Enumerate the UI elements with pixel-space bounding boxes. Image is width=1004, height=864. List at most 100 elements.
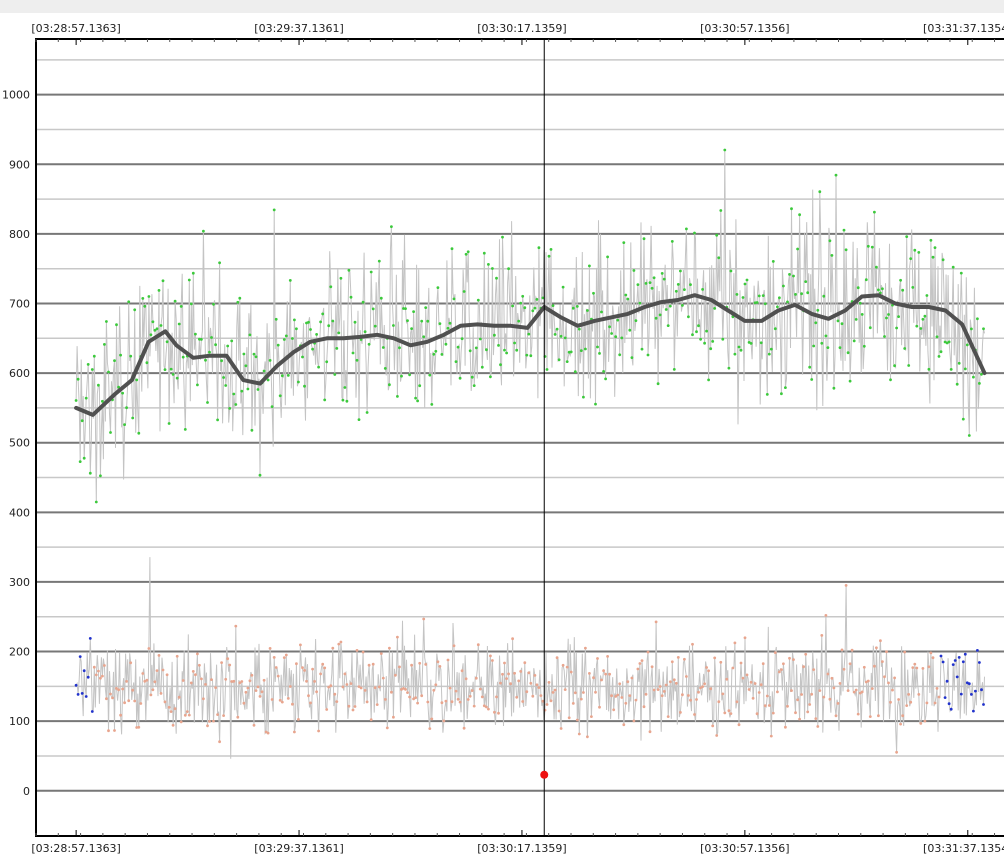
raw-upper-point bbox=[870, 245, 874, 249]
raw-lower-point bbox=[569, 670, 573, 674]
raw-lower-point bbox=[503, 661, 506, 665]
raw-upper-point bbox=[782, 284, 785, 288]
raw-lower-point bbox=[383, 698, 387, 701]
raw-lower-point bbox=[282, 656, 286, 659]
raw-lower-point bbox=[379, 652, 383, 655]
raw-lower-point bbox=[545, 703, 549, 706]
raw-upper-point bbox=[899, 278, 902, 282]
raw-lower-point bbox=[274, 666, 278, 669]
raw-upper-point bbox=[976, 317, 979, 321]
raw-lower-point bbox=[485, 705, 488, 709]
raw-upper-point bbox=[489, 375, 492, 379]
raw-upper-point bbox=[967, 434, 971, 437]
raw-lower-point bbox=[739, 661, 743, 665]
raw-lower-point bbox=[644, 692, 648, 696]
raw-lower-point bbox=[208, 720, 211, 723]
raw-upper-point bbox=[889, 378, 892, 382]
raw-upper-point bbox=[238, 296, 242, 300]
raw-edge-point bbox=[949, 707, 953, 711]
raw-lower-point bbox=[800, 693, 803, 696]
raw-lower-point bbox=[737, 723, 741, 727]
raw-upper-point bbox=[476, 298, 480, 302]
raw-upper-point bbox=[830, 254, 834, 257]
raw-upper-point bbox=[109, 431, 112, 434]
raw-upper-point bbox=[814, 321, 818, 325]
raw-upper-point bbox=[555, 327, 559, 331]
raw-lower-point bbox=[618, 682, 622, 686]
raw-upper-point bbox=[196, 383, 199, 387]
raw-upper-point bbox=[644, 282, 648, 285]
raw-lower-point bbox=[482, 704, 486, 708]
raw-upper-point bbox=[167, 422, 171, 425]
raw-lower-point bbox=[141, 672, 145, 675]
raw-upper-point bbox=[800, 292, 803, 296]
raw-lower-point bbox=[507, 672, 510, 676]
raw-series bbox=[74, 148, 985, 759]
raw-upper-point bbox=[575, 305, 579, 308]
raw-lower-point bbox=[157, 654, 161, 657]
raw-upper-point bbox=[293, 318, 296, 322]
raw-upper-point bbox=[771, 260, 775, 263]
raw-lower-point bbox=[820, 634, 824, 637]
raw-upper-point bbox=[400, 374, 403, 378]
raw-upper-point bbox=[262, 369, 266, 373]
raw-upper-point bbox=[703, 341, 706, 345]
raw-upper-point bbox=[521, 294, 525, 298]
raw-lower-point bbox=[664, 683, 668, 687]
raw-lower-point bbox=[747, 688, 751, 691]
raw-upper-point bbox=[274, 317, 278, 321]
raw-upper-point bbox=[507, 267, 510, 271]
raw-upper-point bbox=[541, 296, 545, 300]
raw-edge-point bbox=[967, 682, 971, 686]
raw-lower-point bbox=[769, 734, 773, 738]
raw-upper-point bbox=[727, 366, 731, 370]
raw-lower-point bbox=[501, 672, 504, 676]
raw-lower-point bbox=[814, 717, 818, 720]
raw-edge-point bbox=[941, 660, 945, 664]
raw-lower-point bbox=[931, 656, 935, 660]
raw-lower-point bbox=[456, 697, 460, 701]
raw-upper-point bbox=[373, 324, 377, 328]
raw-edge-point bbox=[963, 652, 967, 656]
raw-upper-point bbox=[493, 333, 496, 337]
raw-upper-point bbox=[628, 328, 632, 332]
raw-upper-point bbox=[588, 264, 591, 268]
raw-upper-point bbox=[911, 286, 915, 289]
raw-upper-point bbox=[638, 301, 642, 305]
raw-upper-point bbox=[309, 328, 312, 331]
raw-lower-point bbox=[887, 681, 890, 685]
raw-upper-point bbox=[115, 323, 118, 327]
raw-lower-point bbox=[347, 704, 351, 708]
raw-upper-point bbox=[519, 301, 523, 305]
raw-lower-point bbox=[430, 717, 434, 721]
raw-lower-point bbox=[151, 688, 155, 692]
raw-lower-point bbox=[365, 700, 369, 704]
raw-upper-point bbox=[608, 325, 611, 329]
raw-lower-point bbox=[715, 734, 719, 737]
raw-upper-point bbox=[452, 297, 456, 301]
raw-upper-point bbox=[636, 283, 640, 286]
raw-lower-point bbox=[416, 701, 419, 705]
raw-lower-point bbox=[862, 665, 866, 669]
raw-lower-point bbox=[97, 669, 100, 673]
raw-lower-point bbox=[575, 718, 579, 722]
raw-upper-point bbox=[131, 416, 135, 420]
raw-lower-point bbox=[866, 679, 870, 683]
raw-lower-point bbox=[367, 663, 371, 667]
raw-lower-point bbox=[297, 718, 300, 721]
raw-upper-point bbox=[92, 354, 96, 358]
raw-lower-point bbox=[808, 703, 812, 706]
raw-lower-point bbox=[220, 661, 224, 664]
raw-upper-point bbox=[123, 423, 126, 426]
raw-upper-point bbox=[240, 389, 244, 393]
raw-lower-point bbox=[333, 692, 337, 696]
raw-upper-point bbox=[719, 209, 723, 212]
raw-lower-point bbox=[317, 729, 320, 733]
y-tick-label: 0 bbox=[23, 785, 30, 798]
raw-lower-point bbox=[305, 679, 308, 683]
raw-edge-point bbox=[959, 692, 963, 696]
raw-upper-point bbox=[895, 326, 898, 330]
raw-edge-point bbox=[943, 696, 947, 699]
raw-upper-point bbox=[812, 344, 816, 348]
